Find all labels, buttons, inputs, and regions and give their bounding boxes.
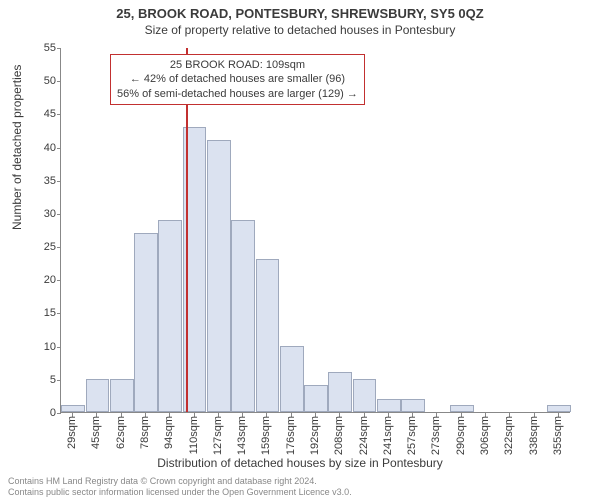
x-tick-label: 94sqm — [163, 416, 175, 449]
x-tick-label: 208sqm — [333, 416, 345, 455]
histogram-bar — [377, 399, 401, 412]
y-tick-label: 55 — [26, 42, 56, 54]
x-tick-label: 159sqm — [260, 416, 272, 455]
histogram-bar — [304, 385, 328, 412]
footer: Contains HM Land Registry data © Crown c… — [8, 476, 352, 498]
y-tick-label: 30 — [26, 208, 56, 220]
y-tick-mark — [57, 114, 61, 115]
x-tick-label: 290sqm — [455, 416, 467, 455]
annotation-box: 25 BROOK ROAD: 109sqm← 42% of detached h… — [110, 54, 365, 105]
histogram-bar — [256, 259, 280, 412]
histogram-bar — [450, 405, 474, 412]
y-tick-label: 20 — [26, 274, 56, 286]
x-tick-label: 257sqm — [406, 416, 418, 455]
y-tick-mark — [57, 148, 61, 149]
histogram-bar — [280, 346, 304, 412]
histogram-bar — [110, 379, 134, 412]
y-axis-label: Number of detached properties — [10, 65, 24, 230]
x-tick-label: 192sqm — [309, 416, 321, 455]
x-tick-label: 306sqm — [479, 416, 491, 455]
x-axis-label: Distribution of detached houses by size … — [0, 456, 600, 470]
x-tick-label: 62sqm — [115, 416, 127, 449]
subtitle: Size of property relative to detached ho… — [0, 23, 600, 37]
footer-line-1: Contains HM Land Registry data © Crown c… — [8, 476, 352, 487]
y-tick-label: 15 — [26, 307, 56, 319]
x-tick-label: 241sqm — [382, 416, 394, 455]
histogram-bar — [61, 405, 85, 412]
x-tick-label: 143sqm — [236, 416, 248, 455]
y-tick-mark — [57, 81, 61, 82]
histogram-bar — [207, 140, 231, 412]
annotation-line: 25 BROOK ROAD: 109sqm — [117, 58, 358, 72]
y-tick-mark — [57, 214, 61, 215]
histogram-bar — [86, 379, 110, 412]
footer-line-2: Contains public sector information licen… — [8, 487, 352, 498]
x-tick-label: 78sqm — [139, 416, 151, 449]
y-tick-label: 35 — [26, 175, 56, 187]
y-tick-label: 25 — [26, 241, 56, 253]
x-tick-label: 127sqm — [212, 416, 224, 455]
y-tick-mark — [57, 247, 61, 248]
x-tick-label: 29sqm — [66, 416, 78, 449]
x-tick-label: 110sqm — [188, 416, 200, 454]
y-tick-mark — [57, 181, 61, 182]
chart-area: 051015202530354045505529sqm45sqm62sqm78s… — [60, 48, 570, 413]
y-tick-label: 0 — [26, 407, 56, 419]
histogram-bar — [134, 233, 158, 412]
y-tick-label: 50 — [26, 75, 56, 87]
histogram-bar — [401, 399, 425, 412]
y-tick-label: 10 — [26, 341, 56, 353]
y-tick-mark — [57, 313, 61, 314]
x-tick-label: 176sqm — [285, 416, 297, 455]
y-tick-mark — [57, 48, 61, 49]
y-tick-mark — [57, 280, 61, 281]
histogram-bar — [231, 220, 255, 412]
histogram-bar — [158, 220, 182, 412]
y-tick-mark — [57, 380, 61, 381]
y-tick-label: 45 — [26, 108, 56, 120]
address-title: 25, BROOK ROAD, PONTESBURY, SHREWSBURY, … — [0, 6, 600, 21]
y-tick-mark — [57, 413, 61, 414]
x-tick-label: 355sqm — [552, 416, 564, 455]
y-tick-label: 40 — [26, 142, 56, 154]
y-tick-mark — [57, 347, 61, 348]
x-tick-label: 224sqm — [358, 416, 370, 455]
x-tick-label: 338sqm — [528, 416, 540, 455]
x-tick-label: 322sqm — [503, 416, 515, 455]
y-tick-label: 5 — [26, 374, 56, 386]
annotation-line: ← 42% of detached houses are smaller (96… — [117, 72, 358, 86]
histogram-bar — [547, 405, 571, 412]
histogram-bar — [353, 379, 377, 412]
header: 25, BROOK ROAD, PONTESBURY, SHREWSBURY, … — [0, 0, 600, 37]
x-tick-label: 273sqm — [430, 416, 442, 455]
annotation-line: 56% of semi-detached houses are larger (… — [117, 87, 358, 101]
histogram-bar — [328, 372, 352, 412]
x-tick-label: 45sqm — [90, 416, 102, 449]
